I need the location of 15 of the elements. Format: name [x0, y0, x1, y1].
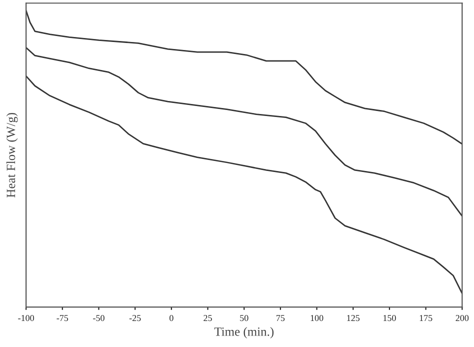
- x-tick-label: 25: [204, 315, 212, 322]
- x-tick-label: 200: [456, 314, 469, 322]
- x-tick-label: 75: [276, 315, 285, 322]
- x-tick-label: 125: [347, 315, 360, 322]
- y-axis-title: Heat Flow (W/g): [6, 112, 18, 198]
- x-tick-label: -25: [129, 315, 141, 322]
- x-axis-title: Time (min.): [214, 327, 274, 338]
- x-tick-label: 175: [420, 315, 432, 322]
- x-tick-label: 50: [240, 314, 248, 322]
- x-tick-label: -50: [93, 314, 104, 322]
- x-tick-label: 100: [310, 314, 324, 322]
- x-tick-label: 150: [383, 314, 396, 322]
- x-tick-label: -75: [56, 315, 68, 322]
- x-tick-label: -100: [18, 314, 34, 322]
- x-tick-label: 0: [170, 314, 174, 322]
